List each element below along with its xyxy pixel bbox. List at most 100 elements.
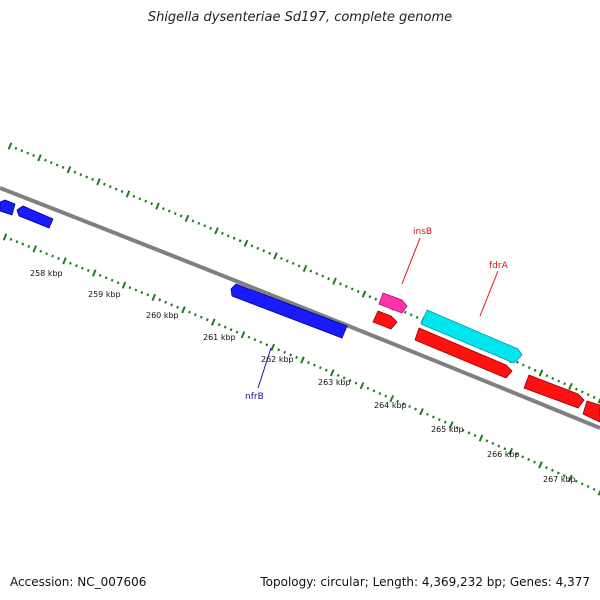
scale-label-262: 262 kbp bbox=[261, 355, 294, 364]
minor-tick bbox=[586, 393, 590, 397]
scale-label-267: 267 kbp bbox=[543, 475, 576, 484]
minor-tick bbox=[592, 487, 596, 491]
gene-red-right-1[interactable] bbox=[523, 374, 585, 409]
minor-tick bbox=[132, 194, 136, 198]
minor-tick bbox=[45, 252, 49, 256]
major-tick bbox=[270, 343, 276, 351]
minor-tick bbox=[533, 460, 536, 464]
minor-tick bbox=[51, 254, 54, 258]
minor-tick bbox=[114, 187, 118, 191]
minor-tick bbox=[342, 376, 346, 380]
minor-tick bbox=[545, 466, 548, 470]
minor-tick bbox=[176, 305, 179, 309]
minor-tick bbox=[295, 355, 298, 359]
gene-label-insB: insB bbox=[413, 227, 432, 237]
major-tick bbox=[597, 397, 600, 404]
minor-tick bbox=[431, 415, 435, 419]
major-tick bbox=[214, 227, 219, 235]
minor-tick bbox=[238, 239, 242, 243]
minor-tick bbox=[138, 197, 142, 201]
minor-tick bbox=[144, 199, 148, 203]
minor-tick bbox=[580, 482, 584, 486]
minor-tick bbox=[49, 161, 53, 165]
minor-tick bbox=[85, 175, 89, 179]
minor-tick bbox=[32, 154, 35, 157]
minor-tick bbox=[521, 455, 525, 459]
minor-tick bbox=[229, 328, 233, 332]
minor-tick bbox=[408, 404, 412, 409]
inner-tick-track bbox=[2, 233, 600, 496]
minor-tick bbox=[220, 231, 224, 235]
gene-red-right-2[interactable] bbox=[582, 400, 600, 423]
accession-text: Accession: NC_007606 bbox=[10, 575, 147, 589]
gene-fdrA[interactable] bbox=[420, 309, 523, 364]
genome-backbone bbox=[0, 186, 600, 430]
major-tick bbox=[329, 369, 335, 377]
scale-label-264: 264 kbp bbox=[374, 401, 407, 410]
major-tick bbox=[359, 382, 365, 390]
minor-tick bbox=[226, 234, 230, 238]
gene-red-small[interactable] bbox=[372, 310, 398, 330]
minor-tick bbox=[20, 149, 24, 153]
minor-tick bbox=[283, 350, 287, 354]
minor-tick bbox=[503, 447, 507, 451]
minor-tick bbox=[467, 431, 471, 435]
minor-tick bbox=[563, 382, 567, 386]
major-tick bbox=[538, 369, 544, 377]
minor-tick bbox=[259, 340, 263, 344]
minor-tick bbox=[350, 287, 354, 291]
minor-tick bbox=[414, 407, 417, 411]
minor-tick bbox=[527, 366, 531, 370]
gene-red-long[interactable] bbox=[414, 327, 513, 379]
insB-leader-line bbox=[401, 237, 421, 285]
minor-tick bbox=[366, 386, 370, 390]
gene-insB[interactable] bbox=[378, 292, 408, 314]
minor-tick bbox=[44, 158, 47, 162]
minor-tick bbox=[426, 412, 429, 416]
minor-tick bbox=[205, 318, 209, 322]
minor-tick bbox=[515, 360, 519, 364]
minor-tick bbox=[556, 471, 560, 475]
minor-tick bbox=[9, 237, 13, 241]
major-tick bbox=[125, 190, 131, 198]
gene-blue-2[interactable] bbox=[16, 205, 54, 229]
minor-tick bbox=[574, 479, 578, 483]
scale-label-265: 265 kbp bbox=[431, 425, 464, 434]
minor-tick bbox=[110, 278, 114, 282]
minor-tick bbox=[336, 373, 340, 377]
minor-tick bbox=[104, 276, 108, 280]
scale-label-260: 260 kbp bbox=[146, 311, 179, 320]
minor-tick bbox=[173, 211, 177, 216]
major-tick bbox=[389, 394, 395, 403]
minor-tick bbox=[161, 207, 165, 211]
scale-label-259: 259 kbp bbox=[88, 290, 121, 299]
minor-tick bbox=[485, 439, 489, 443]
minor-tick bbox=[128, 286, 132, 290]
minor-tick bbox=[562, 474, 566, 478]
outer-tick-track bbox=[7, 142, 600, 404]
minor-tick bbox=[473, 434, 477, 437]
minor-tick bbox=[327, 277, 331, 281]
minor-tick bbox=[146, 293, 150, 297]
minor-tick bbox=[57, 257, 60, 260]
major-tick bbox=[300, 356, 305, 364]
minor-tick bbox=[116, 281, 120, 285]
minor-tick bbox=[170, 303, 174, 307]
minor-tick bbox=[580, 390, 584, 394]
minor-tick bbox=[318, 366, 322, 370]
minor-tick bbox=[21, 242, 25, 246]
minor-tick bbox=[396, 399, 400, 403]
minor-tick bbox=[312, 363, 316, 367]
gene-nfrB[interactable] bbox=[230, 283, 348, 339]
minor-tick bbox=[164, 300, 168, 304]
major-tick bbox=[181, 306, 186, 314]
major-tick bbox=[66, 166, 72, 174]
minor-tick bbox=[409, 313, 413, 317]
minor-tick bbox=[455, 425, 459, 430]
minor-tick bbox=[321, 274, 325, 278]
minor-tick bbox=[368, 295, 372, 299]
gene-blue-1[interactable] bbox=[0, 199, 16, 216]
minor-tick bbox=[140, 291, 144, 294]
minor-tick bbox=[86, 268, 90, 273]
